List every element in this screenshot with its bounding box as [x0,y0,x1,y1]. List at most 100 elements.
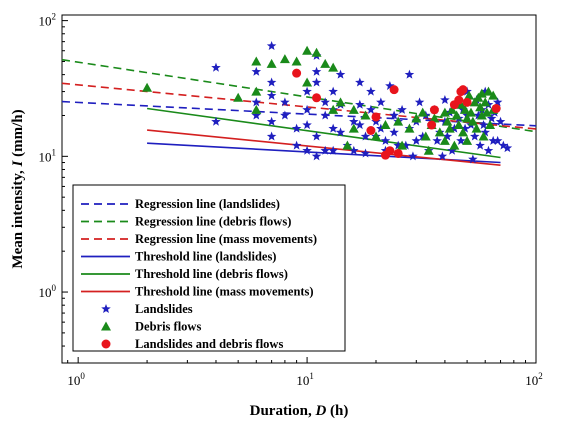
debris-flowspoint [420,131,431,141]
debris-flowspoint [393,116,404,126]
debris-flowspoint [302,77,313,87]
landslidespoint [495,116,506,126]
landslidespoint [311,66,322,76]
y-tick-label: 100 [39,283,57,300]
debris-flowspoint [449,140,460,150]
landslidespoint [280,110,290,120]
landslidespoint [266,116,277,126]
landslides-and-debris-flowspoint [371,112,381,122]
landslidespoint [492,97,503,107]
landslidespoint [440,95,450,105]
landslidespoint [266,131,277,141]
debris-flowspoint [464,90,475,100]
debris-flowspoint [429,113,440,123]
landslidespoint [251,66,262,76]
landslidespoint [266,41,277,51]
debris-flowspoint [266,58,277,68]
debris-flowspoint [411,113,422,123]
landslidespoint [456,135,466,145]
debris-flowspoint [434,127,445,137]
debris-flowspoint [481,107,492,117]
legend-item: Threshold line (landslides) [81,250,276,264]
landslidespoint [389,127,399,137]
legend-swatch-marker [101,304,111,314]
debris-flowspoint [328,62,339,72]
landslidespoint [328,86,338,96]
legend: Regression line (landslides) Regression l… [72,184,346,352]
landslidespoint [473,110,484,120]
landslides-and-debris-flowspoint [393,148,403,158]
debris-flowspoint [462,135,473,145]
legend-label: Threshold line (mass movements) [135,285,314,299]
debris-flowspoint [380,120,391,130]
legend-label: Regression line (debris flows) [135,215,291,229]
landslides-and-debris-flowspoint [292,68,302,78]
landslidespoint [437,151,448,161]
landslidespoint [492,135,503,145]
landslidespoint [266,77,277,87]
legend-box [72,184,346,352]
debris-flowspoint [302,45,313,55]
debris-flowspoint [458,127,469,137]
x-tick-label: 101 [296,371,314,388]
debris-flowspoint [251,86,262,96]
legend-item: Regression line (debris flows) [81,215,291,229]
landslidespoint [302,120,312,130]
landslidespoint [311,77,322,87]
x-tick-label: 102 [525,371,543,388]
landslidespoint [266,90,277,100]
landslidespoint [349,116,359,126]
landslides-and-debris-flowspoint [458,85,468,95]
landslides-and-debris-flowspoint [427,120,437,130]
landslidespoint [328,123,338,133]
landslidespoint [291,123,302,133]
landslidespoint [349,145,359,155]
debris-flowspoint [320,58,331,68]
x-tick-label: 100 [67,371,85,388]
landslidespoint [302,145,312,155]
legend-swatch-marker [101,321,111,331]
landslidespoint [385,80,395,91]
legend-item: Landslides and debris flows [101,337,283,351]
landslidespoint [389,110,399,120]
landslidespoint [432,135,442,145]
debris-flowspoint [397,140,408,150]
debris-flowspoint [488,90,499,100]
landslidespoint [355,99,365,109]
landslidespoint [475,140,485,150]
debris-flowspoint [404,123,415,133]
debris-flowspoint [462,113,473,123]
debris-flowspoint [480,97,491,107]
landslidespoint [376,123,386,133]
landslidespoint [328,145,338,155]
debris-flowspoint [279,54,290,64]
landslidespoint [311,151,322,161]
threshold-line-5 [147,129,501,166]
legend-label: Threshold line (landslides) [135,250,276,264]
x-axis-title: Duration, D (h) [250,403,349,419]
y-axis-title: Mean intensity, I (mm/h) [10,109,26,268]
landslides-and-debris-flowspoint [462,97,472,107]
landslidespoint [302,104,312,114]
landslidespoint [397,104,407,114]
landslidespoint [211,116,221,126]
landslidespoint [366,104,376,114]
debris-flowspoint [447,104,458,114]
landslidespoint [498,140,509,150]
debris-flowspoint [475,102,486,112]
regression-line-1 [62,58,536,133]
debris-flowspoint [417,107,428,117]
debris-flowspoint [469,97,480,107]
landslidespoint [483,145,494,155]
debris-flowspoint [142,82,153,92]
y-tick-label: 101 [39,147,57,164]
landslidespoint [355,120,365,130]
debris-flowspoint [342,140,353,150]
debris-flowspoint [444,123,455,133]
debris-flowspoint [328,104,339,114]
landslidespoint [468,154,478,164]
landslides-and-debris-flowspoint [312,93,322,103]
debris-flowspoint [360,110,371,120]
landslidespoint [447,145,457,155]
legend-item: Regression line (landslides) [81,197,280,211]
